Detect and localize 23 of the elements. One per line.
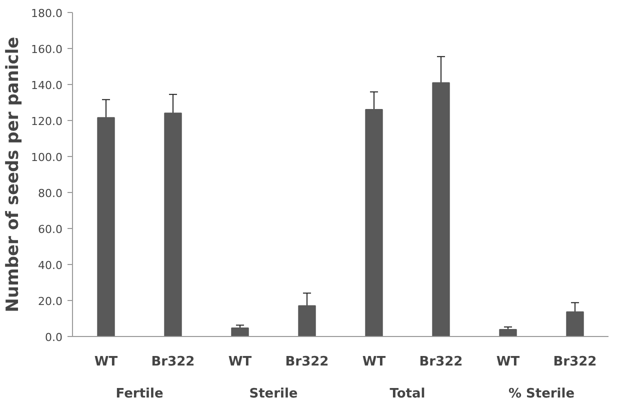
- text: % Sterile: [508, 386, 575, 402]
- x-tick-label: WT: [496, 354, 520, 370]
- y-tick-label: 120.0: [31, 115, 63, 128]
- y-tick-label: 100.0: [31, 151, 63, 164]
- x-tick-label: Br322: [285, 354, 329, 370]
- y-tick-label: 160.0: [31, 43, 63, 56]
- y-tick-label: 0.0: [45, 331, 63, 344]
- y-tick-label: 80.0: [38, 187, 63, 200]
- y-tick-label: 60.0: [38, 223, 63, 236]
- x-tick-label: Br322: [553, 354, 597, 370]
- y-tick-label: 140.0: [31, 79, 63, 92]
- text: Sterile: [249, 386, 298, 402]
- text: Total: [390, 386, 426, 402]
- x-tick-label: WT: [94, 354, 118, 370]
- x-tick-label: WT: [228, 354, 252, 370]
- x-tick-label: WT: [362, 354, 386, 370]
- y-tick-label: 20.0: [38, 295, 63, 308]
- y-axis-title: Number of seeds per panicle: [3, 36, 24, 312]
- x-tick-label: Br322: [151, 354, 195, 370]
- text: Fertile: [116, 386, 164, 402]
- y-tick-label: 180.0: [31, 7, 63, 20]
- x-tick-label: Br322: [419, 354, 463, 370]
- y-tick-label: 40.0: [38, 259, 63, 272]
